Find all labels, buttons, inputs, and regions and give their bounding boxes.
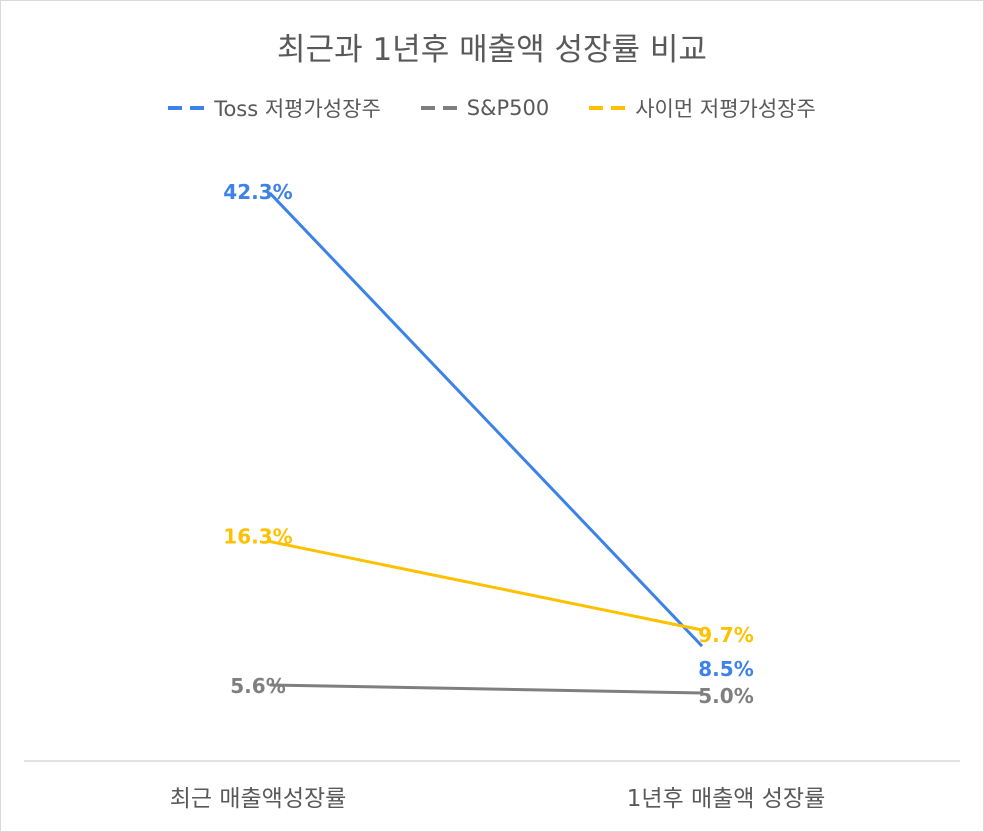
legend-label-sp500: S&P500	[466, 96, 550, 120]
data-label-simon-0: 16.3%	[223, 525, 292, 549]
x-tick-label-next-year: 1년후 매출액 성장률	[627, 786, 826, 812]
series-line-toss	[268, 192, 704, 648]
data-label-simon-1: 9.7%	[698, 623, 753, 647]
data-label-sp500-0: 5.6%	[230, 674, 285, 698]
series-line-sp500	[269, 683, 703, 695]
data-label-toss-0: 42.3%	[223, 180, 292, 204]
data-label-sp500-1: 5.0%	[698, 684, 753, 708]
chart-title: 최근과 1년후 매출액 성장률 비교	[277, 32, 707, 68]
legend-item-sp500: S&P500	[420, 93, 550, 123]
legend: Toss 저평가성장주 S&P500 사이먼 저평가성장주	[0, 93, 984, 123]
legend-swatch-toss	[168, 106, 211, 110]
series-line-simon	[269, 540, 703, 632]
legend-label-toss: Toss 저평가성장주	[214, 97, 381, 121]
legend-swatch-sp500	[420, 106, 463, 110]
data-label-toss-1: 8.5%	[698, 657, 753, 681]
legend-label-simon: 사이먼 저평가성장주	[635, 97, 816, 121]
legend-item-toss: Toss 저평가성장주	[168, 93, 381, 123]
legend-item-simon: 사이먼 저평가성장주	[589, 93, 816, 123]
x-tick-label-recent: 최근 매출액성장률	[170, 786, 347, 812]
legend-swatch-simon	[589, 106, 632, 110]
